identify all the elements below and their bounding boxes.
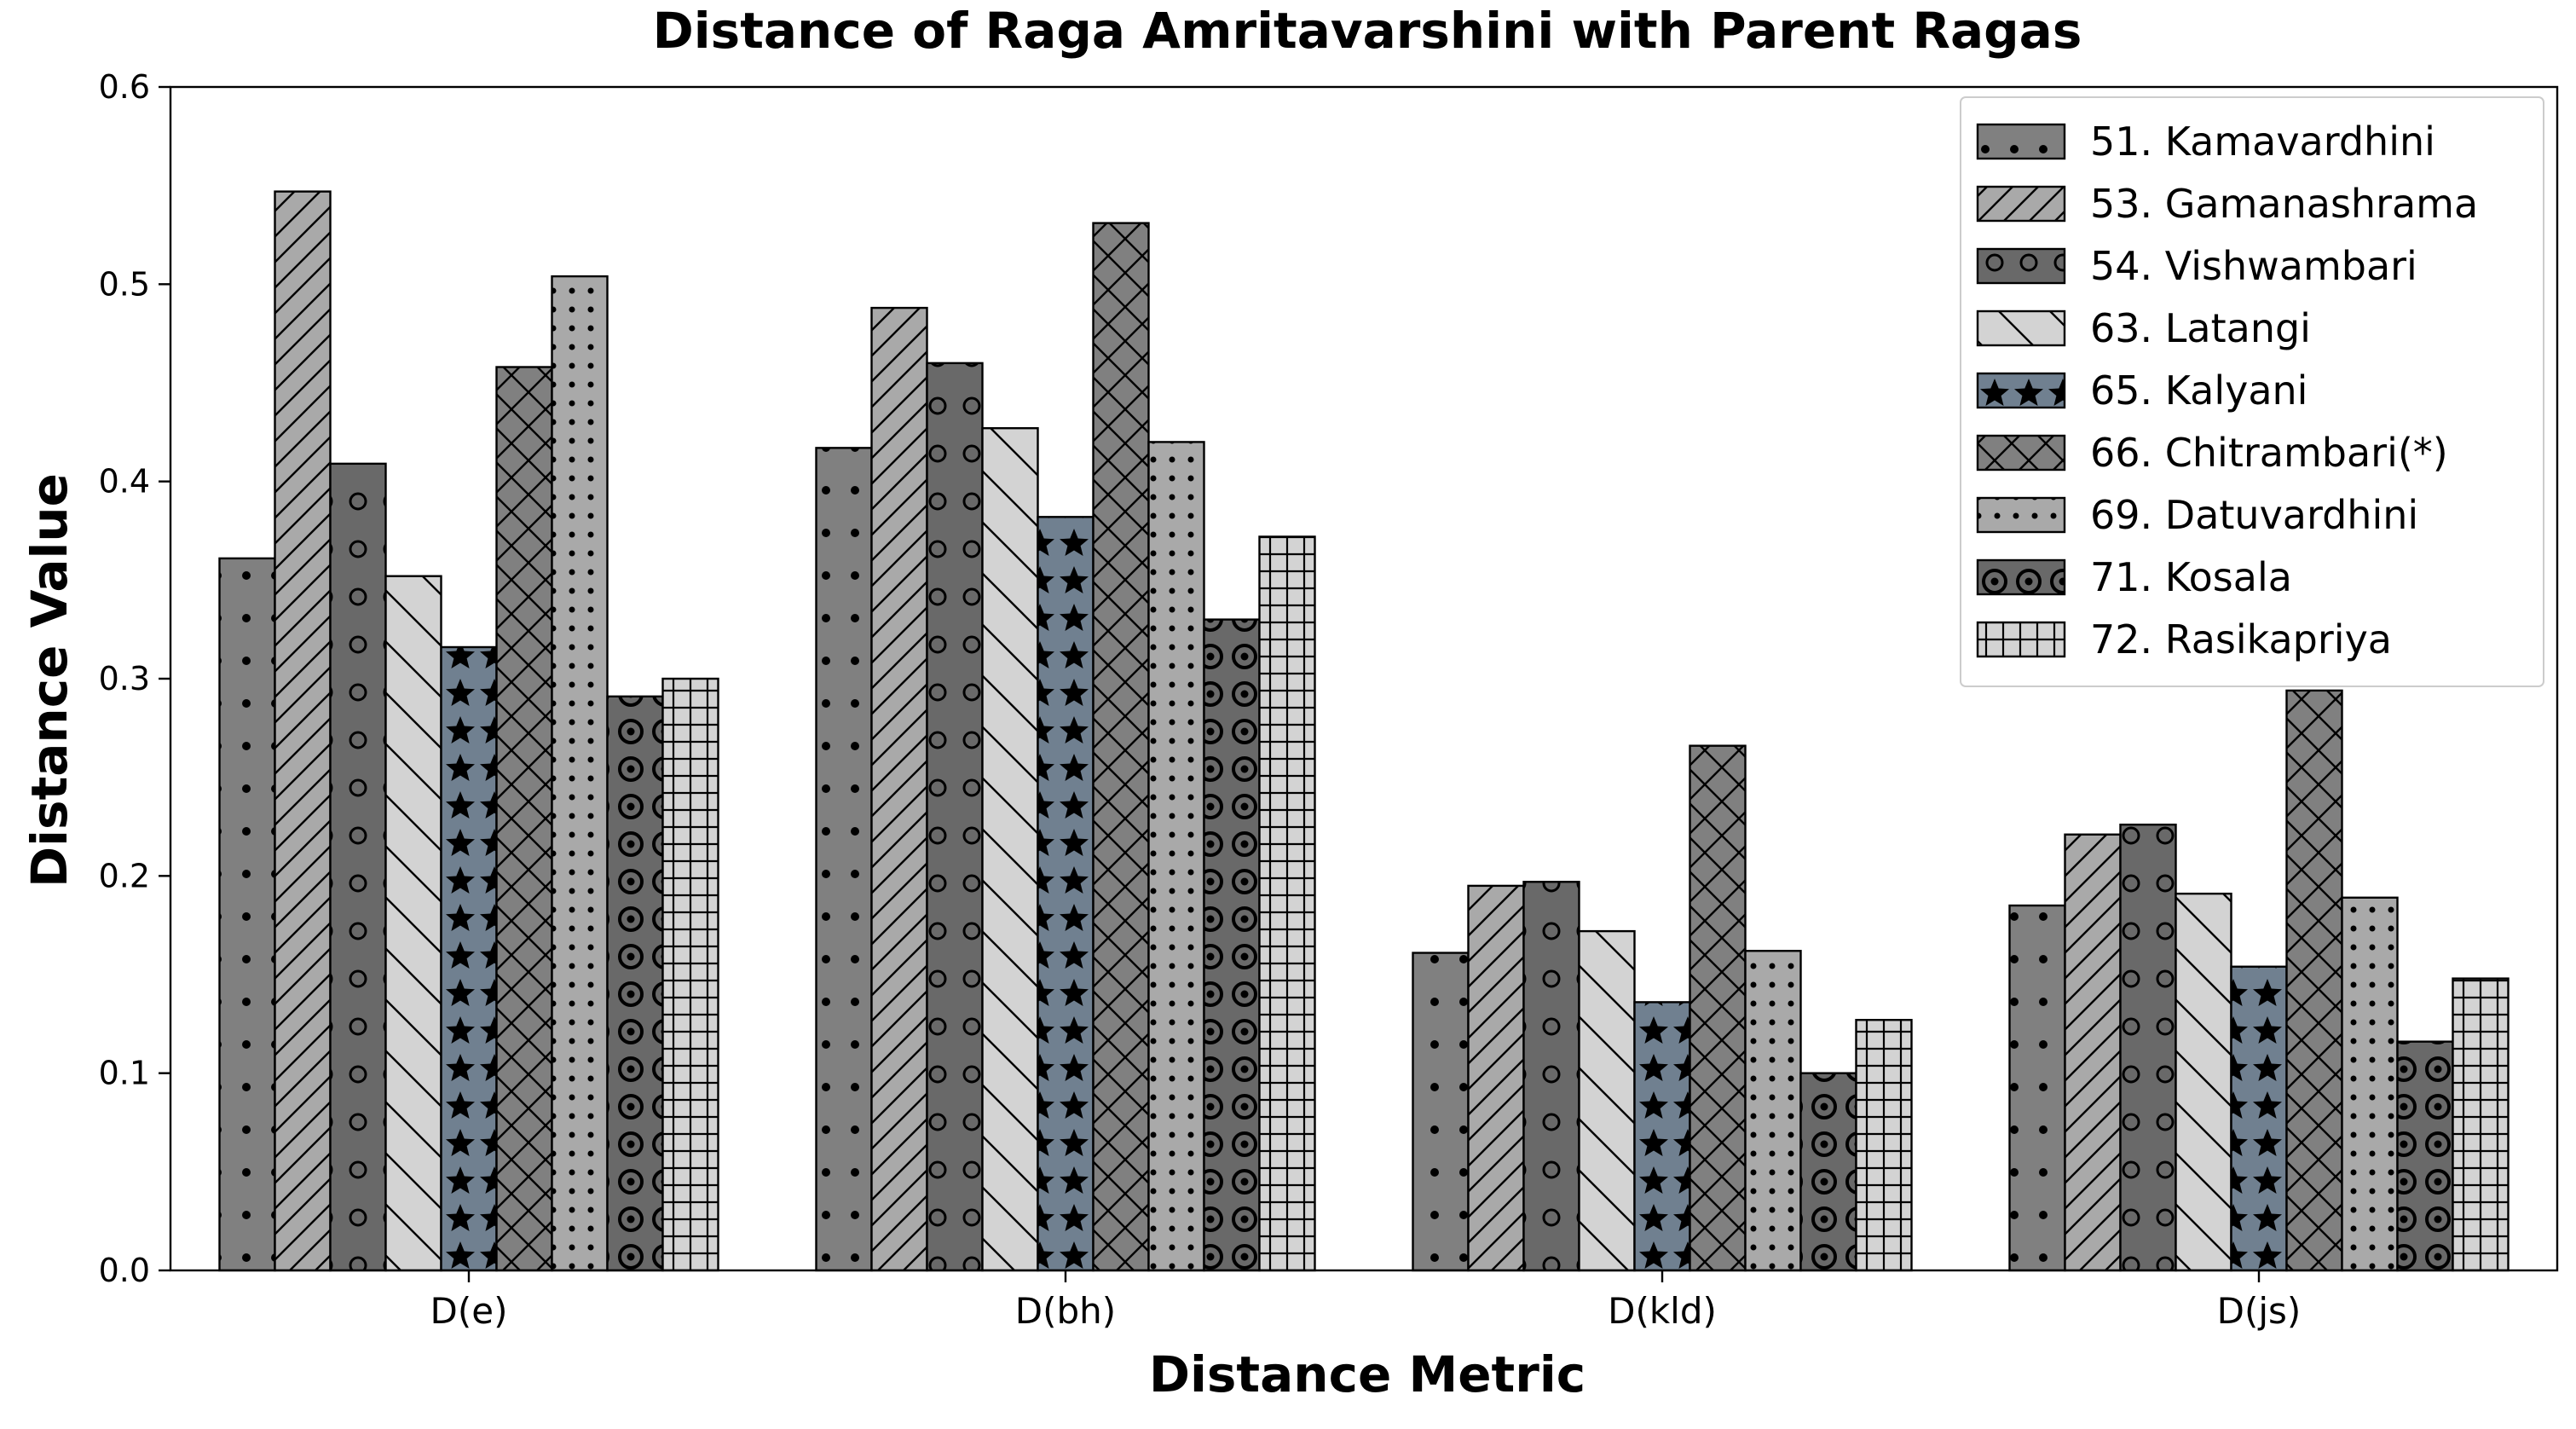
- legend-swatch-53-gamanashrama: [1976, 185, 2066, 223]
- y-tick-label: 0.6: [99, 68, 150, 106]
- bar-63-latangi-d-e: [384, 575, 442, 1272]
- legend-box: [1960, 96, 2544, 687]
- bar-72-rasikapriya-d-js: [2452, 977, 2510, 1272]
- legend-swatch-65-kalyani: [1976, 372, 2066, 409]
- bars-layer: [218, 190, 2510, 1272]
- legend-label-66-chitrambari: 66. Chitrambari(*): [2090, 430, 2448, 476]
- bar-53-gamanashrama-d-kld: [1467, 884, 1525, 1272]
- x-tick-label-d-kld: D(kld): [1608, 1290, 1717, 1332]
- x-tick-label-d-e: D(e): [430, 1290, 508, 1332]
- y-tick-label: 0.1: [99, 1055, 150, 1092]
- bar-66-chitrambari-d-kld: [1689, 744, 1747, 1272]
- legend-swatch-63-latangi: [1976, 310, 2066, 347]
- legend-swatch-54-vishwambari: [1976, 247, 2066, 285]
- bar-51-kamavardhini-d-e: [218, 557, 276, 1272]
- y-tick-label: 0.0: [99, 1252, 150, 1289]
- bar-63-latangi-d-kld: [1578, 929, 1636, 1272]
- legend: 51. Kamavardhini 53. Gamanashrama 54. Vish…: [1960, 96, 2544, 687]
- bar-65-kalyani-d-bh: [1037, 516, 1095, 1272]
- y-axis-title: Distance Value: [20, 473, 78, 888]
- bar-51-kamavardhini-d-js: [2008, 904, 2066, 1272]
- x-tick-label-d-js: D(js): [2217, 1290, 2302, 1332]
- legend-swatch-72-rasikapriya: [1976, 621, 2066, 658]
- x-axis-title: Distance Metric: [1149, 1345, 1585, 1403]
- legend-swatch-51-kamavardhini: [1976, 123, 2066, 160]
- bar-53-gamanashrama-d-js: [2064, 833, 2122, 1272]
- legend-label-69-datuvardhini: 69. Datuvardhini: [2090, 492, 2418, 538]
- bar-72-rasikapriya-d-bh: [1258, 535, 1316, 1272]
- legend-swatch-66-chitrambari: [1976, 434, 2066, 472]
- bar-69-datuvardhini-d-js: [2341, 896, 2399, 1272]
- bar-51-kamavardhini-d-kld: [1412, 952, 1470, 1272]
- chart-title: Distance of Raga Amritavarshini with Par…: [653, 2, 2082, 60]
- legend-label-63-latangi: 63. Latangi: [2090, 305, 2311, 351]
- bar-53-gamanashrama-d-bh: [870, 306, 928, 1272]
- bar-66-chitrambari-d-js: [2285, 689, 2343, 1272]
- bar-51-kamavardhini-d-bh: [815, 447, 873, 1272]
- bar-72-rasikapriya-d-e: [661, 677, 719, 1272]
- legend-label-71-kosala: 71. Kosala: [2090, 554, 2292, 600]
- bar-65-kalyani-d-js: [2230, 965, 2288, 1272]
- bar-53-gamanashrama-d-e: [274, 190, 332, 1272]
- bar-66-chitrambari-d-bh: [1092, 222, 1150, 1272]
- bar-71-kosala-d-js: [2396, 1040, 2454, 1272]
- bar-69-datuvardhini-d-kld: [1744, 950, 1802, 1272]
- axes-layer: 0.0 0.1 0.2 0.3 0.4 0.5 0.6 D(e) D(bh) D(kld) D(js…: [99, 68, 2559, 1332]
- legend-label-51-kamavardhini: 51. Kamavardhini: [2090, 119, 2435, 165]
- bar-71-kosala-d-bh: [1203, 618, 1261, 1272]
- y-tick-label: 0.4: [99, 463, 150, 500]
- x-tick-label-d-bh: D(bh): [1015, 1290, 1116, 1332]
- bar-65-kalyani-d-e: [440, 645, 498, 1272]
- legend-label-54-vishwambari: 54. Vishwambari: [2090, 243, 2417, 289]
- bar-54-vishwambari-d-kld: [1522, 881, 1580, 1272]
- legend-swatch-69-datuvardhini: [1976, 496, 2066, 534]
- bar-66-chitrambari-d-e: [495, 366, 553, 1272]
- legend-label-53-gamanashrama: 53. Gamanashrama: [2090, 181, 2478, 227]
- bar-69-datuvardhini-d-e: [551, 275, 609, 1272]
- bar-54-vishwambari-d-bh: [926, 362, 984, 1272]
- bar-71-kosala-d-kld: [1799, 1072, 1857, 1272]
- bar-54-vishwambari-d-js: [2119, 823, 2177, 1272]
- bar-69-datuvardhini-d-bh: [1147, 441, 1205, 1272]
- y-tick-label: 0.3: [99, 660, 150, 697]
- bar-72-rasikapriya-d-kld: [1855, 1019, 1913, 1272]
- bar-71-kosala-d-e: [606, 695, 664, 1272]
- bar-54-vishwambari-d-e: [329, 462, 387, 1272]
- bar-63-latangi-d-js: [2175, 892, 2232, 1272]
- bar-65-kalyani-d-kld: [1633, 1001, 1691, 1272]
- bar-63-latangi-d-bh: [981, 427, 1039, 1272]
- legend-label-65-kalyani: 65. Kalyani: [2090, 367, 2307, 414]
- legend-swatch-71-kosala: [1976, 558, 2066, 596]
- y-tick-label: 0.5: [99, 265, 150, 303]
- y-tick-label: 0.2: [99, 857, 150, 894]
- legend-label-72-rasikapriya: 72. Rasikapriya: [2090, 616, 2392, 662]
